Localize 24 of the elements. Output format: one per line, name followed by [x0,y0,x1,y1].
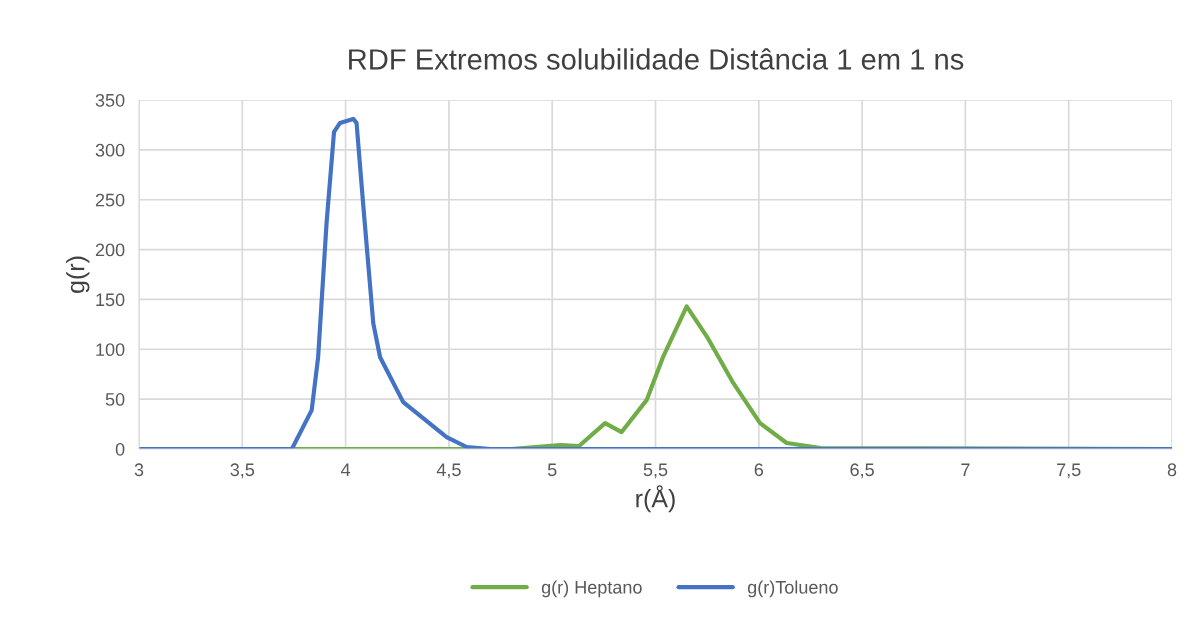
x-tick-label: 8 [1167,463,1177,477]
x-tick-label: 4 [340,463,351,476]
y-tick-label: 50 [105,393,125,406]
legend-label: g(r)Tolueno [747,580,838,598]
x-tick-label: 6 [754,463,764,477]
x-tick-label: 7 [961,463,970,476]
y-tick-label: 250 [95,193,125,207]
x-tick-label: 5 [547,463,557,477]
x-tick-label: 3 [134,463,144,477]
x-axis-title: r(Å) [636,485,675,513]
y-tick-label: 100 [96,343,125,357]
y-axis-title: g(r) [66,256,90,293]
x-tick-label: 3,5 [230,463,255,479]
legend-label: g(r) Heptano [541,580,642,598]
y-tick-label: 300 [95,143,125,157]
y-tick-label: 350 [95,93,125,107]
y-tick-label: 0 [115,442,125,456]
chart-title: RDF Extremos solubilidade Distância 1 em 1 ns [349,48,964,70]
y-tick-label: 200 [95,243,125,257]
x-tick-label: 5,5 [643,463,668,479]
y-tick-label: 150 [96,293,125,307]
x-tick-label: 7,5 [1057,463,1081,479]
x-tick-label: 4,5 [436,463,461,479]
x-tick-label: 6,5 [850,463,874,479]
